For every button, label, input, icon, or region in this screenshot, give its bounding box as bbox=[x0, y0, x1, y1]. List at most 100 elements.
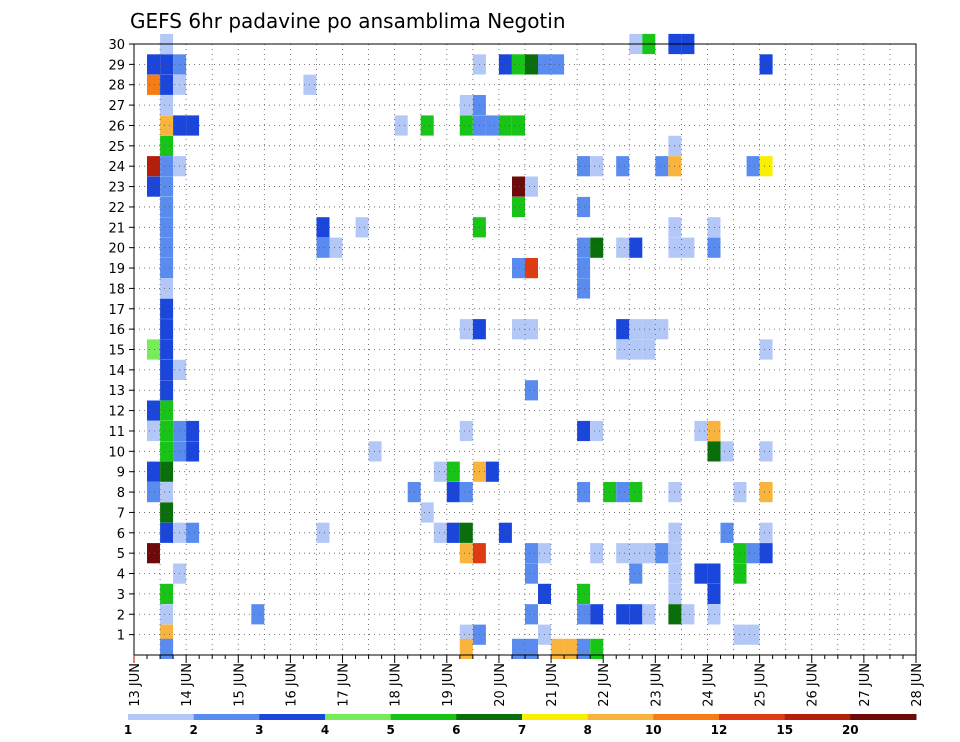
heatmap-cell bbox=[160, 95, 174, 116]
y-tick-label: 11 bbox=[108, 425, 125, 440]
heatmap-cell bbox=[629, 482, 643, 503]
heatmap-cell bbox=[525, 638, 538, 659]
heatmap-cell bbox=[160, 115, 174, 136]
heatmap-cell bbox=[160, 359, 174, 380]
x-axis: 13 JUN 14 JUN 15 JUN 16 JUN 17 JUN 18 JUN 19 J… bbox=[128, 655, 925, 707]
legend-swatch bbox=[325, 714, 392, 720]
heatmap-cell bbox=[759, 54, 773, 75]
heatmap-cell bbox=[655, 319, 669, 340]
y-tick-label: 19 bbox=[108, 262, 125, 277]
y-tick-label: 4 bbox=[117, 568, 125, 583]
heatmap-cells bbox=[147, 33, 773, 659]
heatmap-cell bbox=[459, 319, 473, 340]
heatmap-cell bbox=[160, 583, 174, 604]
heatmap-cell bbox=[759, 441, 773, 462]
heatmap-cell bbox=[160, 217, 174, 238]
heatmap-cell bbox=[147, 74, 160, 95]
heatmap-cell bbox=[629, 237, 643, 258]
y-tick-label: 3 bbox=[117, 588, 125, 603]
heatmap-cell bbox=[160, 380, 174, 401]
y-tick-label: 20 bbox=[108, 242, 125, 257]
heatmap-cell bbox=[160, 176, 174, 197]
heatmap-cell bbox=[525, 543, 538, 564]
heatmap-cell bbox=[525, 319, 538, 340]
heatmap-cell bbox=[160, 196, 174, 218]
y-tick-label: 17 bbox=[108, 303, 125, 318]
heatmap-cell bbox=[577, 237, 591, 258]
heatmap-cell bbox=[746, 624, 760, 645]
legend-swatch bbox=[128, 714, 195, 720]
heatmap-cell bbox=[616, 543, 630, 564]
heatmap-cell bbox=[629, 563, 643, 584]
heatmap-cell bbox=[512, 54, 525, 75]
heatmap-cell bbox=[147, 54, 160, 75]
heatmap-cell bbox=[316, 217, 330, 238]
heatmap-cell bbox=[577, 420, 591, 442]
heatmap-cell bbox=[525, 176, 538, 197]
legend-label: 4 bbox=[321, 723, 329, 737]
heatmap-cell bbox=[577, 482, 591, 503]
heatmap-cell bbox=[655, 156, 669, 177]
heatmap-cell bbox=[420, 502, 434, 523]
heatmap-cell bbox=[525, 54, 538, 75]
heatmap-cell bbox=[498, 54, 512, 75]
heatmap-cell bbox=[642, 543, 656, 564]
heatmap-cell bbox=[459, 482, 473, 503]
heatmap-cell bbox=[746, 543, 760, 564]
legend-swatch bbox=[587, 714, 654, 720]
heatmap-cell bbox=[160, 278, 174, 299]
heatmap-cell bbox=[525, 380, 538, 401]
heatmap-cell bbox=[160, 237, 174, 258]
heatmap-cell bbox=[160, 400, 174, 421]
y-tick-label: 6 bbox=[117, 527, 125, 542]
heatmap-cell bbox=[616, 319, 630, 340]
x-tick-label: 27 JUN bbox=[858, 663, 873, 707]
heatmap-cell bbox=[681, 604, 695, 625]
legend-label: 20 bbox=[842, 723, 859, 737]
legend-swatch bbox=[390, 714, 457, 720]
heatmap-cell bbox=[186, 441, 200, 462]
heatmap-cell bbox=[485, 115, 499, 136]
heatmap-cell bbox=[720, 441, 734, 462]
heatmap-cell bbox=[512, 196, 525, 218]
heatmap-cell bbox=[498, 115, 512, 136]
heatmap-cell bbox=[616, 339, 630, 360]
y-tick-label: 24 bbox=[108, 160, 125, 175]
heatmap-cell bbox=[446, 522, 460, 543]
y-tick-label: 8 bbox=[117, 486, 125, 501]
heatmap-cell bbox=[564, 638, 578, 659]
x-tick-label: 13 JUN bbox=[128, 663, 143, 707]
heatmap-cell bbox=[160, 319, 174, 340]
color-legend: 1 2 3 4 5 6 7 8 10 12 15 20 bbox=[124, 714, 917, 737]
heatmap-cell bbox=[186, 420, 200, 442]
heatmap-cell bbox=[590, 638, 604, 659]
heatmap-cell bbox=[629, 604, 643, 625]
heatmap-cell bbox=[577, 604, 591, 625]
x-tick-label: 26 JUN bbox=[806, 663, 821, 707]
heatmap-cell bbox=[186, 522, 200, 543]
legend-swatch bbox=[522, 714, 589, 720]
heatmap-cell bbox=[186, 115, 200, 136]
y-tick-label: 13 bbox=[108, 384, 125, 399]
y-tick-label: 10 bbox=[108, 445, 125, 460]
heatmap-cell bbox=[459, 638, 473, 659]
y-tick-label: 14 bbox=[108, 364, 125, 379]
heatmap-cell bbox=[590, 543, 604, 564]
heatmap-cell bbox=[316, 237, 330, 258]
heatmap-cell bbox=[147, 176, 160, 197]
heatmap-cell bbox=[577, 583, 591, 604]
legend-label: 6 bbox=[452, 723, 460, 737]
heatmap-cell bbox=[459, 420, 473, 442]
heatmap-cell bbox=[160, 441, 174, 462]
x-tick-label: 21 JUN bbox=[545, 663, 560, 707]
heatmap-cell bbox=[160, 156, 174, 177]
heatmap-cell bbox=[525, 604, 538, 625]
y-tick-label: 21 bbox=[108, 221, 125, 236]
heatmap-cell bbox=[147, 482, 160, 503]
heatmap-cell bbox=[746, 156, 760, 177]
heatmap-cell bbox=[147, 543, 160, 564]
heatmap-cell bbox=[577, 196, 591, 218]
legend-swatch bbox=[456, 714, 523, 720]
heatmap-cell bbox=[160, 298, 174, 319]
legend-swatch bbox=[719, 714, 786, 720]
